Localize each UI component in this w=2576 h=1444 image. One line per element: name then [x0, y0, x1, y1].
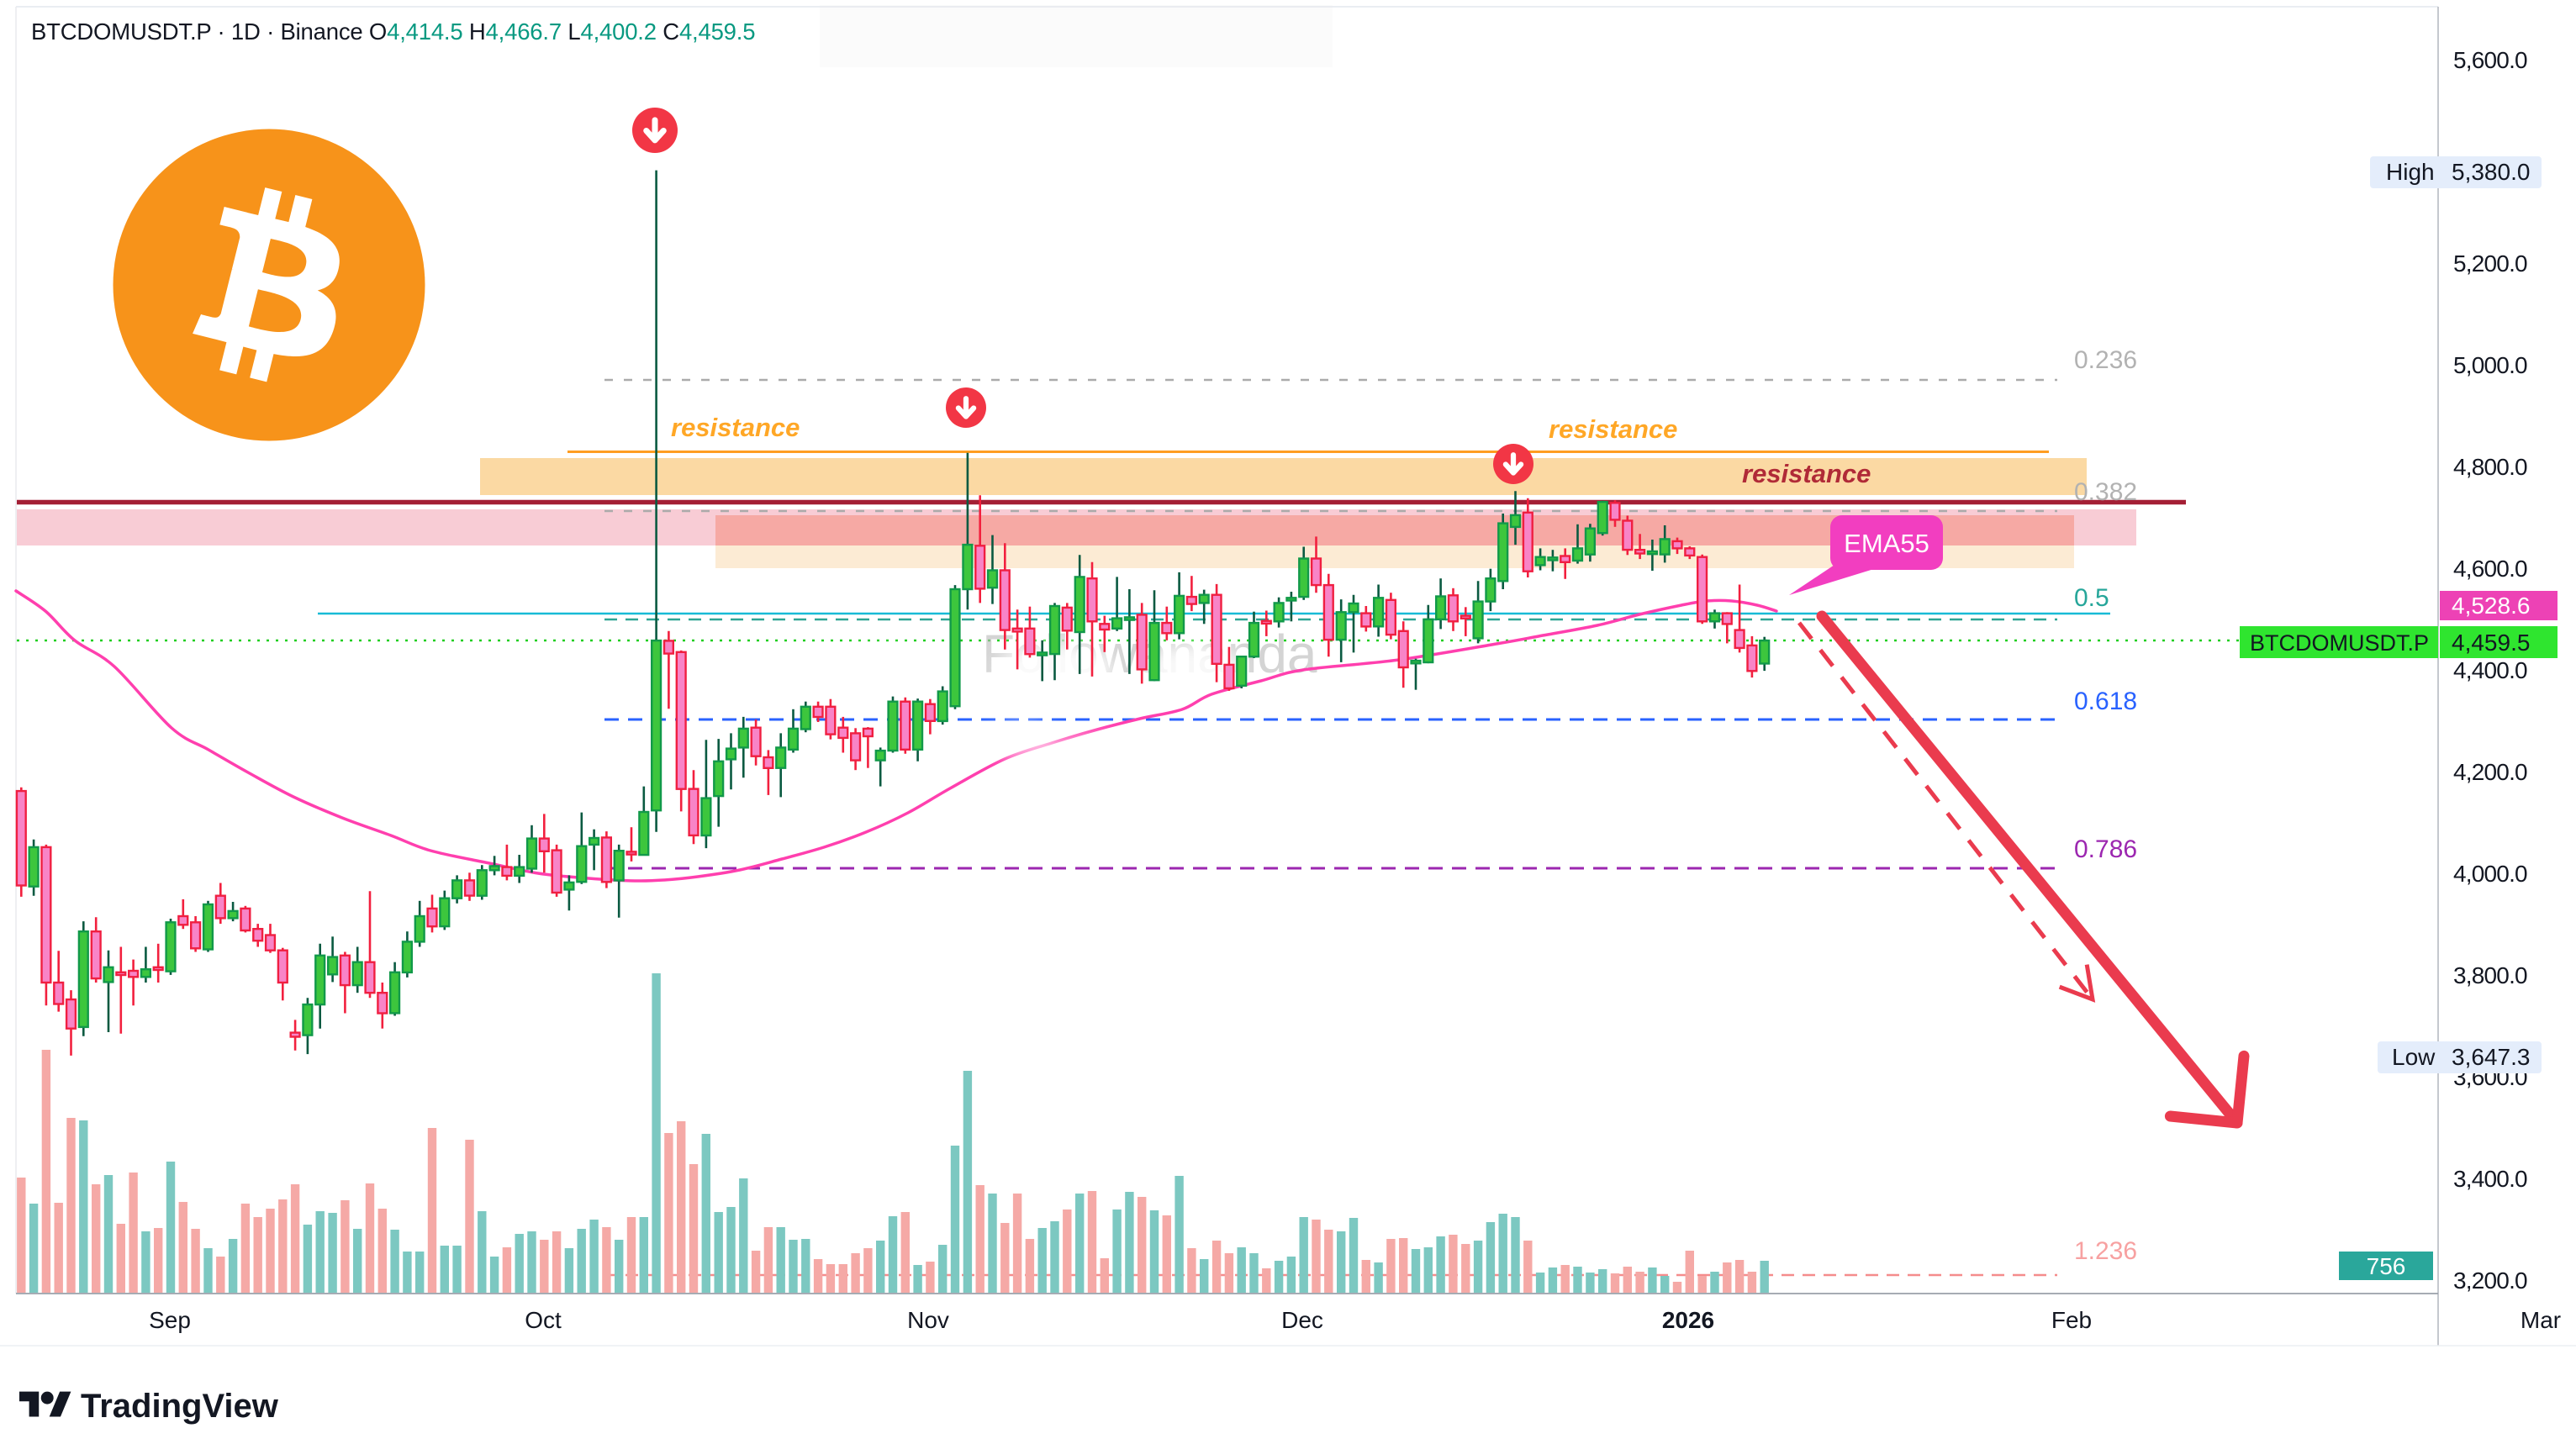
svg-text:TradingView: TradingView	[81, 1388, 279, 1425]
svg-text:5,600.0: 5,600.0	[2453, 47, 2527, 73]
svg-text:0.5: 0.5	[2074, 584, 2109, 612]
svg-text:3,400.0: 3,400.0	[2453, 1166, 2527, 1192]
svg-text:Mar: Mar	[2521, 1307, 2561, 1333]
svg-text:2026: 2026	[1662, 1307, 1714, 1333]
svg-text:resistance: resistance	[1742, 459, 1871, 488]
svg-text:5,200.0: 5,200.0	[2453, 250, 2527, 277]
svg-text:4,000.0: 4,000.0	[2453, 861, 2527, 887]
svg-text:4,200.0: 4,200.0	[2453, 759, 2527, 785]
svg-text:Sep: Sep	[149, 1307, 191, 1333]
svg-text:EMA55: EMA55	[1844, 529, 1929, 558]
svg-text:BTCDOMUSDT.P: BTCDOMUSDT.P	[2250, 630, 2429, 656]
svg-text:0.236: 0.236	[2074, 346, 2137, 374]
svg-text:4,400.0: 4,400.0	[2453, 657, 2527, 683]
svg-text:0.618: 0.618	[2074, 688, 2137, 715]
svg-text:Nov: Nov	[907, 1307, 949, 1333]
svg-text:resistance: resistance	[1549, 414, 1677, 444]
svg-text:Dec: Dec	[1281, 1307, 1323, 1333]
svg-text:3,200.0: 3,200.0	[2453, 1267, 2527, 1294]
svg-text:Oct: Oct	[525, 1307, 562, 1333]
svg-text:0.382: 0.382	[2074, 478, 2137, 506]
svg-text:resistance: resistance	[671, 413, 800, 442]
svg-text:1.236: 1.236	[2074, 1237, 2137, 1265]
svg-text:5,000.0: 5,000.0	[2453, 352, 2527, 378]
svg-text:Low: Low	[2392, 1044, 2436, 1070]
svg-text:4,528.6: 4,528.6	[2452, 593, 2530, 619]
svg-text:High: High	[2386, 159, 2435, 185]
svg-text:Feb: Feb	[2051, 1307, 2092, 1333]
svg-text:5,380.0: 5,380.0	[2452, 159, 2530, 185]
svg-text:3,647.3: 3,647.3	[2452, 1044, 2530, 1070]
svg-text:0.786: 0.786	[2074, 835, 2137, 863]
svg-text:3,800.0: 3,800.0	[2453, 962, 2527, 988]
svg-text:756: 756	[2367, 1253, 2406, 1279]
svg-text:4,459.5: 4,459.5	[2452, 630, 2530, 656]
svg-text:4,600.0: 4,600.0	[2453, 556, 2527, 582]
svg-text:4,800.0: 4,800.0	[2453, 454, 2527, 480]
svg-text:BTCDOMUSDT.P · 1D · Binance O: BTCDOMUSDT.P · 1D · Binance O4,414.5 H4,…	[31, 18, 755, 45]
